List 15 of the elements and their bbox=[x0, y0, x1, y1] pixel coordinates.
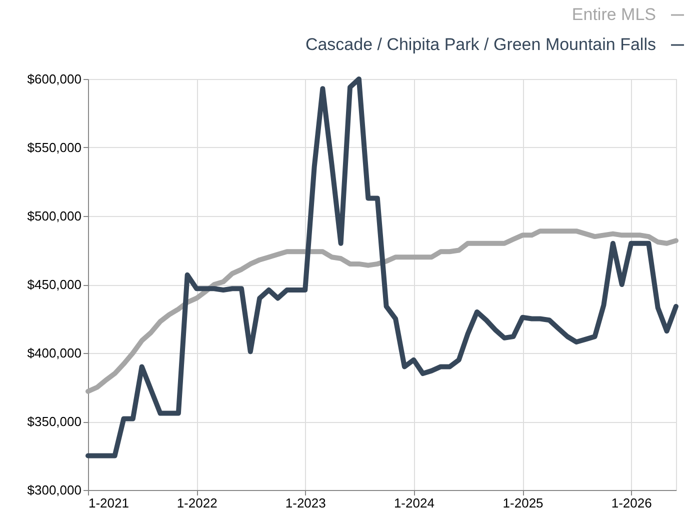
x-tick-label: 1-2021 bbox=[88, 496, 129, 510]
x-tick-label: 1-2022 bbox=[176, 496, 218, 510]
y-tick-label: $550,000 bbox=[27, 140, 82, 155]
x-tick-label: 1-2026 bbox=[611, 496, 652, 510]
y-tick-label: $300,000 bbox=[27, 482, 82, 498]
y-tick-label: $400,000 bbox=[27, 346, 82, 360]
x-tick-label: 1-2025 bbox=[502, 496, 544, 510]
y-tick-label: $450,000 bbox=[27, 277, 82, 292]
y-tick-label: $350,000 bbox=[27, 414, 82, 429]
legend-label: Cascade / Chipita Park / Green Mountain Falls bbox=[305, 35, 656, 54]
legend-label: Entire MLS bbox=[572, 5, 656, 24]
y-tick-label: $600,000 bbox=[27, 72, 82, 86]
x-tick-label: 1-2023 bbox=[285, 496, 326, 510]
x-tick-label: 1-2024 bbox=[394, 496, 434, 510]
y-tick-label: $500,000 bbox=[27, 208, 82, 224]
